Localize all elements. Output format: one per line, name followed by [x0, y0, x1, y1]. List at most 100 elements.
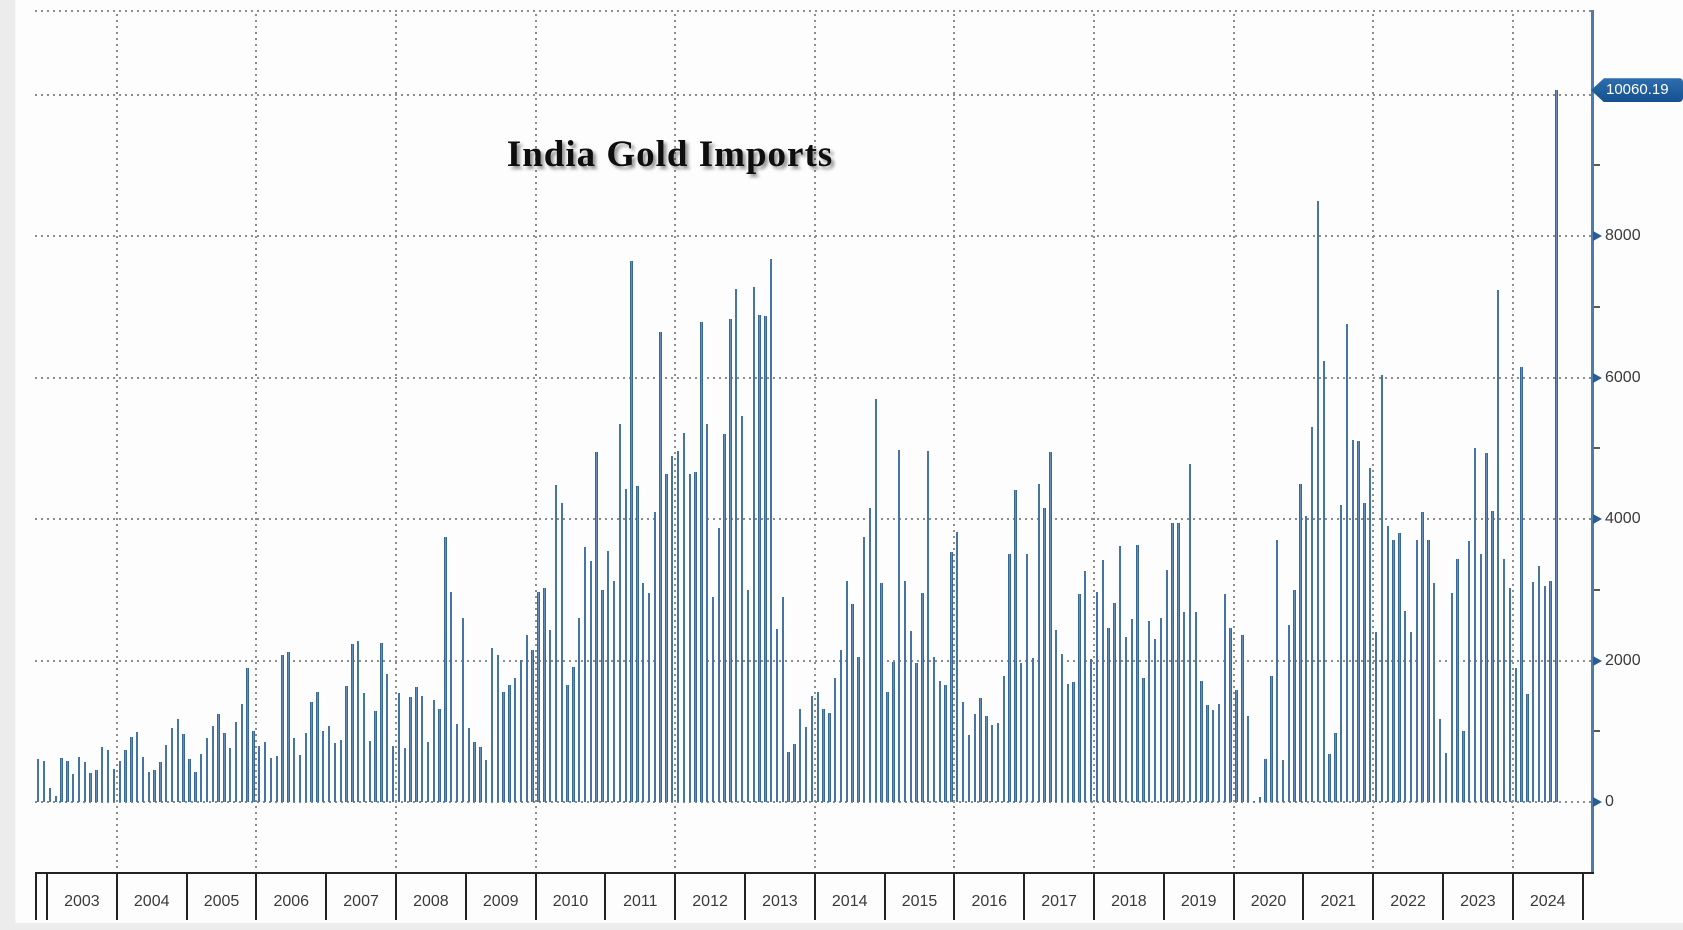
bar: [1014, 489, 1017, 802]
bar: [1497, 290, 1500, 802]
bar: [217, 713, 220, 802]
bar: [1223, 593, 1227, 802]
bar: [583, 546, 587, 802]
bar: [961, 701, 965, 802]
year-separator: [115, 872, 118, 920]
bar: [799, 709, 802, 802]
bar: [42, 761, 46, 802]
bar: [473, 741, 476, 802]
year-label: 2004: [133, 893, 170, 910]
bar: [1060, 654, 1064, 802]
bar: [1113, 603, 1116, 802]
year-separator: [883, 872, 886, 920]
bar: [1380, 375, 1384, 802]
v-gridline: [953, 14, 956, 871]
bar: [310, 701, 313, 802]
bar: [723, 434, 726, 802]
bar: [322, 730, 325, 802]
year-label: 2007: [343, 893, 379, 910]
bar: [263, 741, 267, 802]
bar: [816, 692, 819, 802]
y-tick-label: 8000: [1605, 227, 1641, 244]
bar: [1206, 705, 1209, 802]
year-label: 2010: [552, 893, 589, 910]
bar: [769, 259, 773, 802]
year-label: 2008: [413, 893, 449, 910]
bar: [153, 770, 156, 802]
year-label: 2011: [623, 893, 658, 910]
bar: [1409, 632, 1413, 802]
bar: [374, 711, 377, 802]
year-separator: [604, 872, 607, 920]
bar: [1153, 639, 1157, 802]
bar: [607, 550, 610, 802]
y-tick-label: 6000: [1605, 368, 1641, 386]
bar: [868, 508, 872, 802]
bar: [851, 603, 854, 802]
v-gridline: [395, 14, 397, 871]
year-separator: [744, 872, 746, 920]
bar: [944, 685, 947, 802]
y-tick-arrow-icon: [1593, 231, 1602, 241]
y-minor-tick: [1594, 730, 1600, 733]
bar: [804, 727, 808, 802]
bar: [258, 746, 261, 802]
bar: [1142, 678, 1145, 802]
bar: [857, 656, 860, 802]
bar: [636, 485, 639, 802]
bar: [1107, 627, 1110, 802]
bar: [1241, 635, 1244, 802]
bar: [223, 732, 226, 802]
bar: [199, 753, 203, 802]
bar: [985, 716, 988, 802]
bar: [1310, 427, 1314, 802]
bar: [1200, 681, 1203, 802]
bar: [106, 750, 110, 802]
v-gridline: [534, 14, 537, 871]
bar: [240, 703, 244, 802]
bar: [514, 678, 517, 802]
bar: [979, 697, 982, 802]
bar: [525, 635, 529, 802]
bar: [688, 474, 691, 802]
bar: [409, 697, 412, 802]
bar: [1450, 593, 1453, 802]
bar: [810, 695, 814, 802]
bar: [647, 593, 651, 802]
bar: [275, 756, 278, 802]
year-separator: [1511, 872, 1514, 920]
bar: [1415, 540, 1419, 802]
bar: [938, 681, 942, 802]
chart-title: India Gold Imports: [506, 134, 834, 175]
plot-top-border: [35, 10, 1591, 12]
bar: [1392, 540, 1395, 802]
h-gridline: [35, 93, 1591, 96]
year-label: 2021: [1320, 893, 1357, 910]
bar: [956, 532, 959, 802]
bar: [694, 472, 697, 802]
bar: [1502, 558, 1506, 802]
bar: [1008, 554, 1011, 802]
v-gridline: [1093, 14, 1095, 871]
bar: [327, 726, 331, 802]
bar: [124, 750, 127, 802]
bar: [1264, 758, 1267, 802]
bar: [95, 769, 98, 802]
bar: [1089, 659, 1093, 802]
year-separator: [255, 872, 258, 920]
bar: [1363, 503, 1366, 802]
bar: [438, 708, 441, 802]
bar: [764, 315, 767, 802]
bar: [1212, 710, 1215, 802]
bar: [403, 748, 406, 802]
bar: [368, 741, 372, 802]
v-gridline: [1232, 14, 1235, 871]
y-tick-label: 0: [1605, 793, 1614, 810]
bar: [1293, 589, 1296, 802]
bar: [1386, 526, 1389, 802]
bar: [89, 772, 92, 802]
bar: [426, 741, 430, 802]
bar: [467, 728, 470, 802]
bar: [77, 756, 81, 802]
